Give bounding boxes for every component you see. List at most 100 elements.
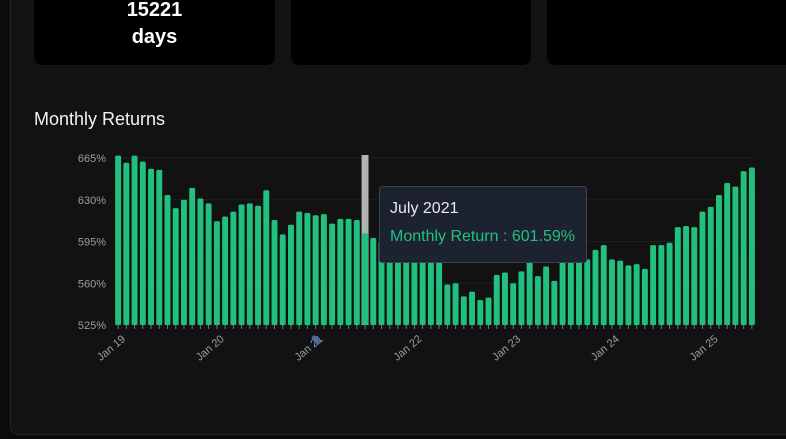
y-tick-label: 630% (78, 195, 106, 207)
bar (337, 218, 344, 325)
bar (148, 168, 155, 325)
bar (543, 266, 550, 325)
stat-value-unit: days (131, 26, 178, 48)
bar (625, 265, 632, 325)
bar (205, 203, 212, 325)
bar (608, 259, 615, 325)
bar (658, 245, 665, 325)
bar (370, 237, 377, 325)
bar (592, 249, 599, 325)
bar (485, 297, 492, 325)
bar (641, 268, 648, 325)
bar (518, 271, 525, 325)
bar (715, 194, 722, 325)
bar (633, 264, 640, 325)
bar (271, 220, 278, 325)
y-tick-label: 595% (78, 237, 106, 249)
bar (534, 276, 541, 325)
tooltip-title: July 2021 (390, 200, 459, 217)
bar (732, 186, 739, 325)
bar (222, 216, 229, 325)
bar (683, 225, 690, 325)
bar (320, 214, 327, 325)
bar (748, 167, 755, 325)
bar (279, 234, 286, 325)
y-tick-label: 560% (78, 278, 106, 290)
bar (444, 284, 451, 325)
bar (724, 183, 731, 325)
x-tick-label: Jan 25 (688, 333, 721, 363)
bar (287, 224, 294, 325)
bar (411, 242, 418, 325)
y-tick-label: 525% (78, 320, 106, 332)
bar (386, 243, 393, 325)
bar (123, 162, 130, 325)
stat-card-2 (291, 0, 531, 65)
bar (469, 291, 476, 325)
bar (526, 253, 533, 325)
bar (567, 253, 574, 325)
stat-card-3 (547, 0, 786, 65)
bar (707, 206, 714, 325)
bar (164, 194, 171, 325)
bar (740, 171, 747, 325)
bar (263, 190, 270, 325)
x-tick-label: Jan 23 (490, 333, 523, 363)
bar (436, 254, 443, 325)
bar (584, 259, 591, 325)
bar (427, 254, 434, 325)
bar (493, 274, 500, 325)
bar (394, 243, 401, 325)
bar (304, 212, 311, 325)
tooltip-value: Monthly Return : 601.59% (390, 228, 575, 245)
bar (419, 245, 426, 325)
bar (353, 220, 360, 325)
bar (172, 208, 179, 325)
bar (238, 204, 245, 325)
bar (501, 272, 508, 325)
x-tick-label: Jan 20 (194, 333, 227, 363)
bar (139, 161, 146, 325)
x-tick-label: Jan 21 (293, 333, 326, 363)
stat-value-number: 15221 (126, 0, 183, 21)
bar (115, 155, 122, 325)
bar (255, 205, 262, 325)
bar (312, 215, 319, 325)
bar (699, 211, 706, 325)
axis-hover-marker (311, 334, 321, 346)
bar (600, 245, 607, 325)
bar (213, 221, 220, 325)
bar (576, 257, 583, 325)
chart-tooltip: July 2021 Monthly Return : 601.59% (379, 186, 587, 263)
stat-card-duration: 15221 days (34, 0, 275, 65)
x-tick-label: Jan 19 (95, 333, 128, 363)
bar (296, 211, 303, 325)
bar (617, 260, 624, 325)
bar (230, 211, 237, 325)
x-tick-label: Jan 22 (391, 333, 424, 363)
bar (460, 296, 467, 325)
bar (559, 259, 566, 325)
bar (551, 280, 558, 325)
bar (197, 198, 204, 325)
bar (666, 242, 673, 325)
bar (477, 299, 484, 325)
bar (674, 227, 681, 325)
bar (452, 283, 459, 325)
y-tick-label: 665% (78, 153, 106, 165)
bar (650, 245, 657, 325)
bar (156, 169, 163, 325)
x-tick-label: Jan 24 (589, 333, 622, 363)
bar (362, 233, 369, 325)
bar (180, 199, 187, 325)
bar (691, 227, 698, 325)
bar (189, 187, 196, 325)
bar (510, 283, 517, 325)
bar (246, 203, 253, 325)
bar (403, 246, 410, 325)
bar (329, 223, 336, 325)
section-title: Monthly Returns (34, 109, 166, 129)
bar (131, 155, 138, 325)
bar (345, 218, 352, 325)
